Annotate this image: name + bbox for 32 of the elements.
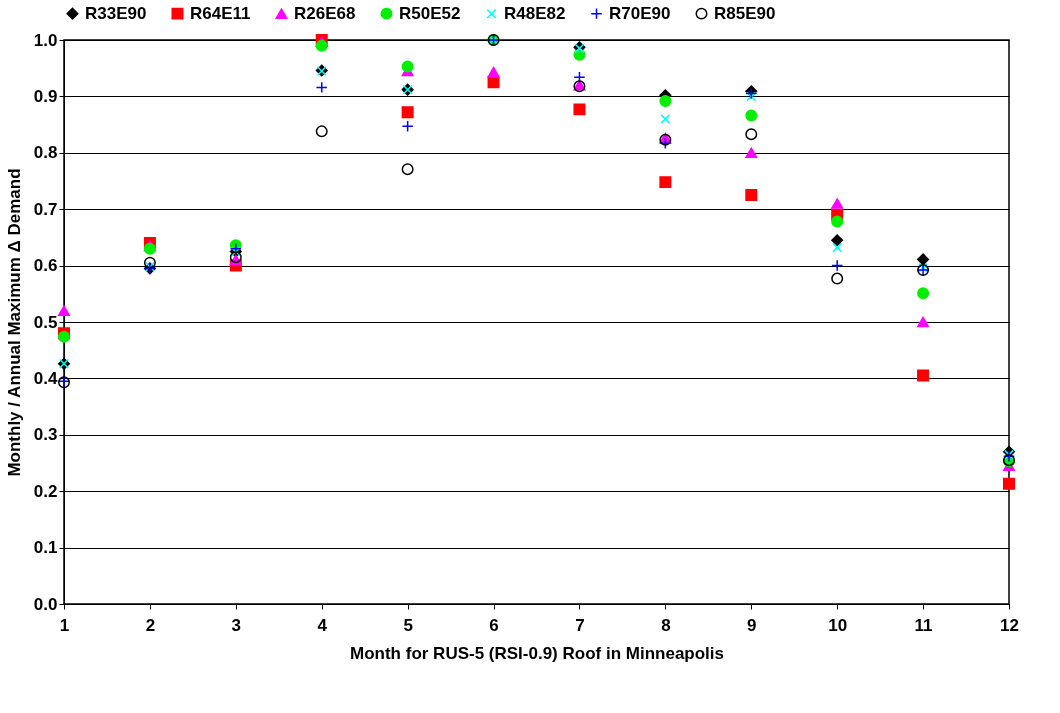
y-tick-label: 1.0 [33,30,58,50]
x-tick-label: 5 [403,615,413,635]
x-tick-label: 10 [828,615,848,635]
legend-label: R85E90 [714,3,776,23]
y-tick-label: 0.4 [33,368,59,388]
legend-label: R33E90 [85,3,147,23]
y-axis-title: Monthly / Annual Maximum Δ Demand [4,168,24,477]
legend-label: R26E68 [294,3,356,23]
legend-label: R50E52 [399,3,461,23]
x-tick-label: 1 [59,615,70,635]
y-tick-label: 0.1 [33,538,58,558]
y-tick-label: 0.5 [33,312,58,332]
legend-label: R64E11 [190,3,251,23]
y-tick-label: 0.7 [33,199,58,219]
x-tick-label: 11 [914,615,933,635]
x-tick-label: 3 [231,615,242,635]
x-axis-title: Month for RUS-5 (RSI-0.9) Roof in Minneapolis [350,643,724,663]
x-tick-label: 4 [317,615,328,635]
y-tick-label: 0.2 [33,481,58,501]
y-tick-label: 0.0 [33,594,58,614]
y-tick-label: 0.8 [33,143,58,163]
legend-label: R48E82 [504,3,566,23]
y-tick-label: 0.6 [33,256,58,276]
y-tick-label: 0.9 [33,86,58,106]
x-tick-label: 9 [747,615,757,635]
x-tick-label: 2 [145,615,156,635]
x-tick-label: 8 [661,615,671,635]
x-tick-label: 6 [489,615,499,635]
y-tick-label: 0.3 [33,425,58,445]
x-tick-label: 7 [575,615,585,635]
x-tick-label: 12 [1000,615,1019,635]
legend-label: R70E90 [609,3,671,23]
